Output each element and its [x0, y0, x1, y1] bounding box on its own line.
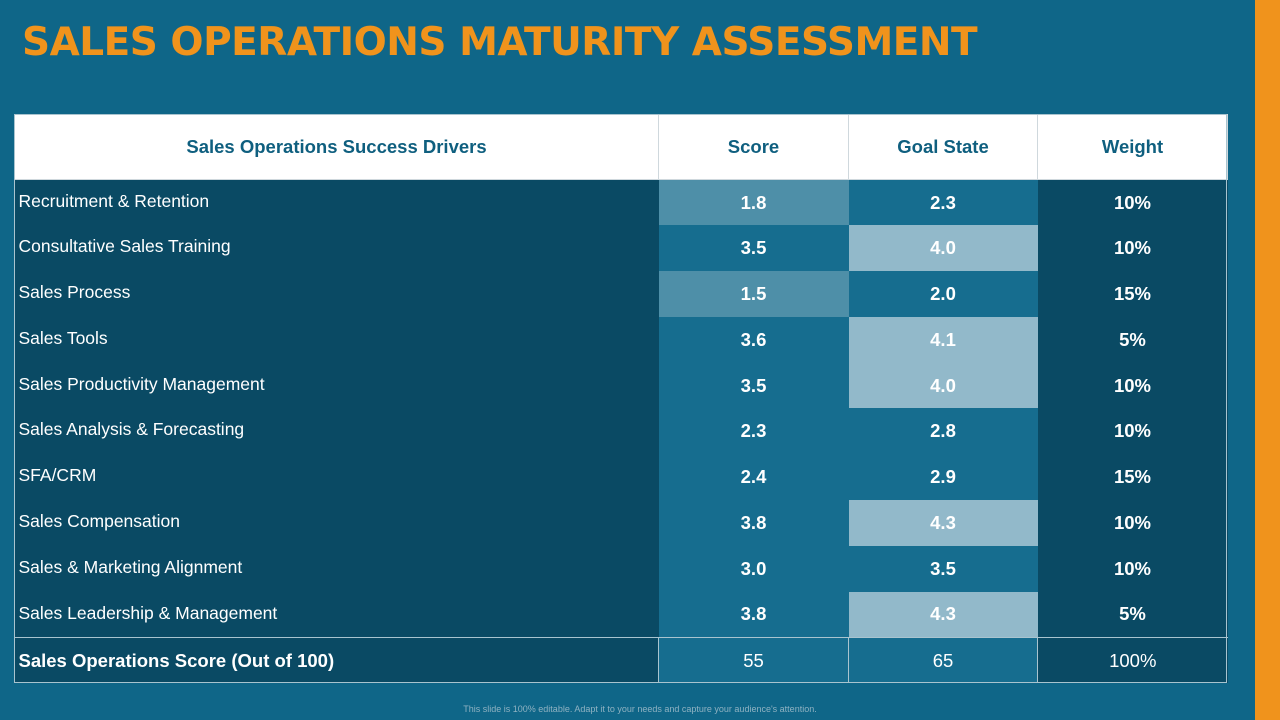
header-weight: Weight [1037, 114, 1228, 180]
driver-cell: Sales Compensation [14, 500, 659, 546]
header-drivers: Sales Operations Success Drivers [14, 114, 659, 180]
goal-cell: 4.3 [848, 591, 1038, 638]
driver-cell: SFA/CRM [14, 454, 659, 501]
goal-cell: 4.3 [848, 500, 1038, 546]
driver-cell: Recruitment & Retention [14, 179, 659, 226]
driver-cell: Sales Productivity Management [14, 362, 659, 409]
table-row: Consultative Sales Training 3.5 4.0 10% [14, 225, 1228, 272]
weight-cell: 10% [1037, 545, 1228, 592]
driver-cell: Sales Analysis & Forecasting [14, 408, 659, 455]
total-goal: 65 [848, 636, 1038, 684]
goal-cell: 2.0 [848, 271, 1038, 317]
table-row: Sales Productivity Management 3.5 4.0 10… [14, 362, 1228, 409]
goal-cell: 2.8 [848, 408, 1038, 455]
score-cell: 3.8 [658, 500, 849, 546]
driver-cell: Sales Tools [14, 316, 659, 363]
goal-cell: 4.0 [848, 225, 1038, 272]
table-row: SFA/CRM 2.4 2.9 15% [14, 454, 1228, 501]
weight-cell: 15% [1037, 271, 1228, 317]
weight-cell: 10% [1037, 500, 1228, 546]
score-cell: 2.4 [658, 454, 849, 501]
table-row: Recruitment & Retention 1.8 2.3 10% [14, 179, 1228, 226]
table-row: Sales Compensation 3.8 4.3 10% [14, 500, 1228, 546]
goal-cell: 4.1 [848, 316, 1038, 363]
table-row: Sales Process 1.5 2.0 15% [14, 271, 1228, 317]
total-weight: 100% [1037, 636, 1228, 684]
score-cell: 1.5 [658, 271, 849, 317]
maturity-table: Sales Operations Success Drivers Score G… [14, 114, 1228, 684]
table-header-row: Sales Operations Success Drivers Score G… [14, 114, 1228, 180]
header-score: Score [658, 114, 849, 180]
weight-cell: 15% [1037, 454, 1228, 501]
score-cell: 2.3 [658, 408, 849, 455]
total-row: Sales Operations Score (Out of 100) 55 6… [14, 636, 1228, 684]
score-cell: 3.5 [658, 362, 849, 409]
goal-cell: 3.5 [848, 545, 1038, 592]
score-cell: 3.6 [658, 316, 849, 363]
weight-cell: 10% [1037, 225, 1228, 272]
goal-cell: 2.3 [848, 179, 1038, 226]
driver-cell: Consultative Sales Training [14, 225, 659, 272]
total-score: 55 [658, 636, 849, 684]
weight-cell: 10% [1037, 179, 1228, 226]
total-label: Sales Operations Score (Out of 100) [14, 636, 659, 684]
table-row: Sales Tools 3.6 4.1 5% [14, 316, 1228, 363]
footnote: This slide is 100% editable. Adapt it to… [463, 704, 817, 714]
weight-cell: 5% [1037, 316, 1228, 363]
table-row: Sales Analysis & Forecasting 2.3 2.8 10% [14, 408, 1228, 455]
driver-cell: Sales Leadership & Management [14, 591, 659, 638]
score-cell: 1.8 [658, 179, 849, 226]
driver-cell: Sales Process [14, 271, 659, 317]
goal-cell: 2.9 [848, 454, 1038, 501]
page-title: SALES OPERATIONS MATURITY ASSESSMENT [22, 20, 978, 65]
driver-cell: Sales & Marketing Alignment [14, 545, 659, 592]
weight-cell: 5% [1037, 591, 1228, 638]
score-cell: 3.0 [658, 545, 849, 592]
weight-cell: 10% [1037, 408, 1228, 455]
table-row: Sales & Marketing Alignment 3.0 3.5 10% [14, 545, 1228, 592]
accent-bar [1255, 0, 1280, 720]
weight-cell: 10% [1037, 362, 1228, 409]
header-goal-state: Goal State [848, 114, 1038, 180]
score-cell: 3.5 [658, 225, 849, 272]
table-row: Sales Leadership & Management 3.8 4.3 5% [14, 591, 1228, 638]
goal-cell: 4.0 [848, 362, 1038, 409]
score-cell: 3.8 [658, 591, 849, 638]
